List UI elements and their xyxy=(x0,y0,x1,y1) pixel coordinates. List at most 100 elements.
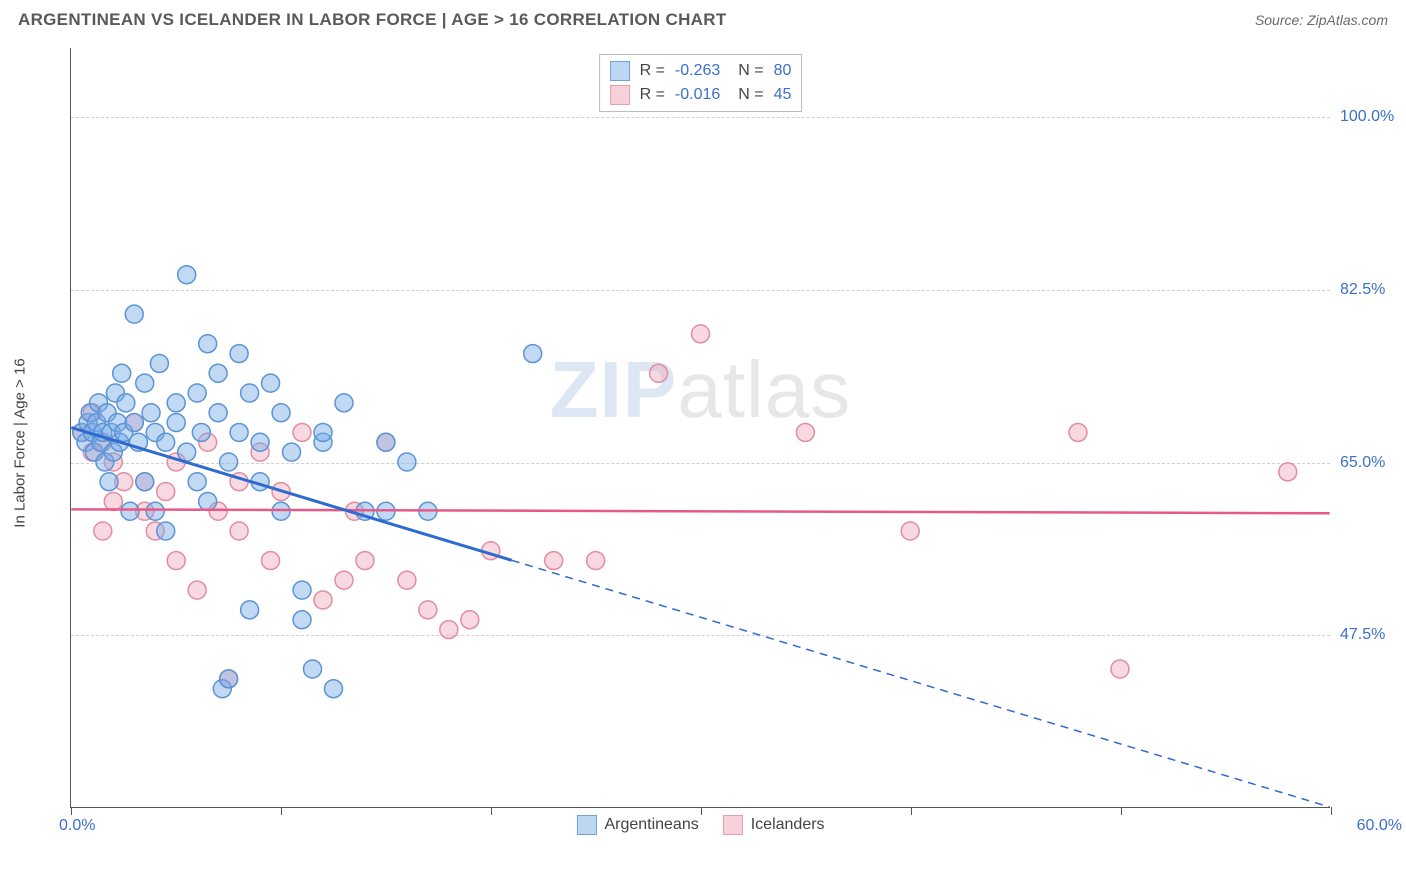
point-icelanders xyxy=(188,581,206,599)
point-icelanders xyxy=(796,423,814,441)
legend-row-argentineans: R = -0.263 N = 80 xyxy=(610,59,792,83)
x-tick xyxy=(1121,807,1122,815)
point-argentineans xyxy=(356,502,374,520)
point-argentineans xyxy=(283,443,301,461)
point-icelanders xyxy=(545,552,563,570)
point-argentineans xyxy=(157,433,175,451)
point-icelanders xyxy=(692,325,710,343)
legend-row-icelanders: R = -0.016 N = 45 xyxy=(610,83,792,107)
point-argentineans xyxy=(150,354,168,372)
point-argentineans xyxy=(209,364,227,382)
point-icelanders xyxy=(230,522,248,540)
n-value-argentineans: 80 xyxy=(774,62,792,80)
point-argentineans xyxy=(241,601,259,619)
legend-label-argentineans: Argentineans xyxy=(604,816,698,834)
point-argentineans xyxy=(113,364,131,382)
point-argentineans xyxy=(136,473,154,491)
point-argentineans xyxy=(230,423,248,441)
swatch-argentineans-icon xyxy=(610,61,630,81)
point-argentineans xyxy=(125,414,143,432)
chart-title: ARGENTINEAN VS ICELANDER IN LABOR FORCE … xyxy=(18,10,727,30)
r-value-argentineans: -0.263 xyxy=(675,62,720,80)
point-icelanders xyxy=(356,552,374,570)
x-tick xyxy=(281,807,282,815)
point-argentineans xyxy=(129,433,147,451)
point-argentineans xyxy=(136,374,154,392)
point-argentineans xyxy=(188,384,206,402)
point-icelanders xyxy=(1279,463,1297,481)
legend-label-icelanders: Icelanders xyxy=(751,816,825,834)
x-tick xyxy=(911,807,912,815)
y-tick-label: 82.5% xyxy=(1340,281,1400,299)
point-argentineans xyxy=(314,423,332,441)
point-argentineans xyxy=(121,502,139,520)
x-tick xyxy=(71,807,72,815)
point-icelanders xyxy=(104,492,122,510)
point-argentineans xyxy=(167,394,185,412)
y-tick-label: 100.0% xyxy=(1340,108,1400,126)
point-icelanders xyxy=(587,552,605,570)
correlation-legend: R = -0.263 N = 80 R = -0.016 N = 45 xyxy=(599,54,803,112)
point-argentineans xyxy=(241,384,259,402)
swatch-icelanders-icon xyxy=(723,815,743,835)
x-axis-max-label: 60.0% xyxy=(1357,817,1402,835)
point-argentineans xyxy=(178,266,196,284)
x-tick xyxy=(491,807,492,815)
point-argentineans xyxy=(230,345,248,363)
point-icelanders xyxy=(272,483,290,501)
point-argentineans xyxy=(188,473,206,491)
point-argentineans xyxy=(524,345,542,363)
r-label: R = xyxy=(640,62,665,80)
x-tick xyxy=(701,807,702,815)
point-icelanders xyxy=(94,522,112,540)
x-tick xyxy=(1331,807,1332,815)
point-icelanders xyxy=(230,473,248,491)
point-icelanders xyxy=(440,621,458,639)
point-icelanders xyxy=(482,542,500,560)
point-argentineans xyxy=(142,404,160,422)
plot-area: ZIPatlas R = -0.263 N = 80 R = -0.016 N … xyxy=(70,48,1330,808)
point-icelanders xyxy=(398,571,416,589)
point-argentineans xyxy=(324,680,342,698)
n-label: N = xyxy=(738,62,763,80)
point-argentineans xyxy=(251,473,269,491)
swatch-argentineans-icon xyxy=(576,815,596,835)
series-legend: Argentineans Icelanders xyxy=(576,815,824,835)
point-argentineans xyxy=(272,502,290,520)
point-argentineans xyxy=(419,502,437,520)
point-icelanders xyxy=(262,552,280,570)
x-axis-min-label: 0.0% xyxy=(59,817,95,835)
n-label: N = xyxy=(738,86,763,104)
point-icelanders xyxy=(901,522,919,540)
chart-source: Source: ZipAtlas.com xyxy=(1255,12,1388,28)
point-argentineans xyxy=(178,443,196,461)
point-icelanders xyxy=(650,364,668,382)
r-label: R = xyxy=(640,86,665,104)
legend-item-argentineans: Argentineans xyxy=(576,815,698,835)
swatch-icelanders-icon xyxy=(610,85,630,105)
point-argentineans xyxy=(220,670,238,688)
point-argentineans xyxy=(220,453,238,471)
point-argentineans xyxy=(146,502,164,520)
point-icelanders xyxy=(461,611,479,629)
point-argentineans xyxy=(377,502,395,520)
point-icelanders xyxy=(335,571,353,589)
point-argentineans xyxy=(251,433,269,451)
y-tick-label: 47.5% xyxy=(1340,626,1400,644)
point-argentineans xyxy=(293,611,311,629)
point-argentineans xyxy=(209,404,227,422)
point-argentineans xyxy=(192,423,210,441)
point-icelanders xyxy=(419,601,437,619)
point-argentineans xyxy=(398,453,416,471)
point-icelanders xyxy=(167,552,185,570)
point-argentineans xyxy=(272,404,290,422)
point-argentineans xyxy=(157,522,175,540)
point-argentineans xyxy=(125,305,143,323)
r-value-icelanders: -0.016 xyxy=(675,86,720,104)
point-icelanders xyxy=(157,483,175,501)
point-icelanders xyxy=(293,423,311,441)
point-icelanders xyxy=(314,591,332,609)
point-argentineans xyxy=(117,394,135,412)
chart-container: In Labor Force | Age > 16 ZIPatlas R = -… xyxy=(50,48,1388,838)
y-axis-label: In Labor Force | Age > 16 xyxy=(12,358,29,527)
